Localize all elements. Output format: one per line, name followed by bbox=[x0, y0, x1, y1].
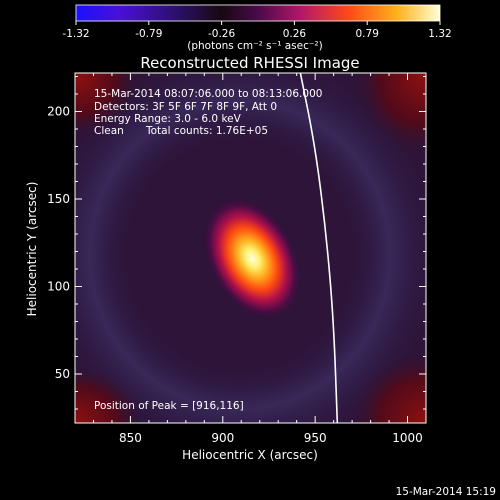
colorbar-ticks: -1.32 -0.79 -0.26 0.26 0.79 1.32 bbox=[62, 21, 452, 40]
y-axis-ticks: 50 100 150 200 bbox=[47, 76, 426, 410]
corner-glow-bottom-right bbox=[349, 350, 426, 423]
plot-frame bbox=[74, 72, 427, 424]
x-tick-label: 1000 bbox=[392, 431, 423, 445]
image-area bbox=[75, 73, 426, 423]
annotation-peak-position: Position of Peak = [916,116] bbox=[94, 400, 244, 412]
chart-title: Reconstructed RHESSI Image bbox=[140, 54, 359, 72]
source-emission bbox=[202, 196, 303, 321]
x-tick-label: 950 bbox=[304, 431, 327, 445]
footer-timestamp: 15-Mar-2014 15:19 bbox=[396, 486, 496, 498]
colorbar bbox=[75, 4, 441, 22]
colorbar-unit-label: (photons cm⁻² s⁻¹ asec⁻²) bbox=[187, 40, 322, 52]
annotation-detectors: Detectors: 3F 5F 6F 7F 8F 9F, Att 0 bbox=[94, 101, 277, 113]
y-axis-label: Heliocentric Y (arcsec) bbox=[25, 182, 39, 317]
annotation-energy-range: Energy Range: 3.0 - 6.0 keV bbox=[94, 113, 242, 125]
colorbar-tick-label: -0.26 bbox=[208, 28, 235, 40]
x-tick-label: 900 bbox=[211, 431, 234, 445]
annotation-total-counts: Total counts: 1.76E+05 bbox=[145, 125, 268, 137]
x-axis-ticks: 850 900 950 1000 bbox=[92, 73, 427, 445]
colorbar-tick-label: 0.26 bbox=[283, 28, 307, 40]
x-tick-label: 850 bbox=[119, 431, 142, 445]
x-axis-label: Heliocentric X (arcsec) bbox=[182, 448, 318, 462]
colorbar-tick-label: 1.32 bbox=[428, 28, 451, 40]
annotation-time-range: 15-Mar-2014 08:07:06.000 to 08:13:06.000 bbox=[94, 88, 322, 100]
colorbar-tick-label: 0.79 bbox=[356, 28, 379, 40]
colorbar-tick-label: -0.79 bbox=[135, 28, 162, 40]
y-tick-label: 50 bbox=[55, 367, 70, 381]
y-tick-label: 100 bbox=[47, 280, 70, 294]
y-tick-label: 150 bbox=[47, 192, 70, 206]
corner-glow-top-right bbox=[352, 73, 426, 156]
y-tick-label: 200 bbox=[47, 105, 70, 119]
colorbar-tick-label: -1.32 bbox=[62, 28, 89, 40]
corner-glow-top-left bbox=[75, 73, 140, 138]
solar-limb-line bbox=[299, 73, 339, 423]
annotation-clean: Clean bbox=[94, 125, 124, 137]
corner-glow-bottom-left bbox=[75, 365, 143, 423]
